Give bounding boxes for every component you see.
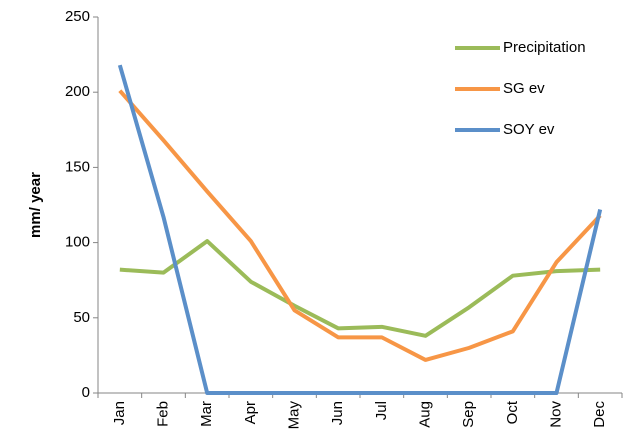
x-tick-label: Jan [111, 401, 128, 425]
x-tick-label: Feb [154, 401, 171, 427]
x-tick-label: May [285, 401, 302, 430]
legend-label: SG ev [503, 80, 545, 97]
legend-label: SOY ev [503, 121, 555, 138]
y-tick-label: 100 [65, 234, 90, 251]
y-tick-label: 50 [73, 309, 90, 326]
x-tick-label: Apr [242, 401, 259, 424]
x-tick-label: Jul [373, 401, 390, 420]
y-tick-label: 0 [82, 384, 90, 401]
x-tick-label: Aug [416, 401, 433, 428]
y-axis-label: mm/ year [27, 172, 44, 238]
series-line [117, 64, 603, 395]
x-tick-label: Jun [329, 401, 346, 425]
x-tick-label: Sep [460, 401, 477, 428]
series-line [118, 89, 602, 362]
x-tick-label: Oct [504, 400, 521, 424]
x-tick-label: Nov [547, 401, 564, 428]
y-tick-label: 250 [65, 8, 90, 25]
series-line [119, 239, 601, 338]
y-tick-label: 200 [65, 83, 90, 100]
legend-label: Precipitation [503, 39, 586, 56]
x-tick-label: Mar [198, 401, 215, 427]
y-tick-label: 150 [65, 158, 90, 175]
x-tick-label: Dec [591, 401, 608, 428]
